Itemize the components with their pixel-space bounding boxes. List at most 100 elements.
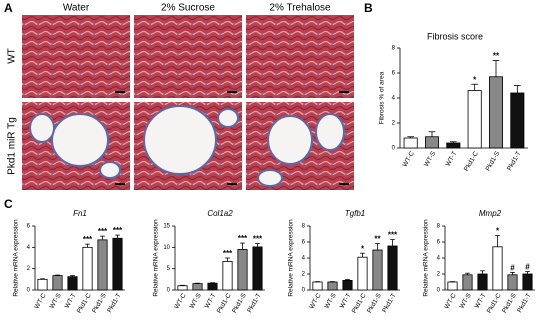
bar [403,137,418,149]
image [22,15,130,98]
x-tick-label: Pkd1-C [463,150,480,173]
chart-title: Fn1 [73,209,87,218]
significance-label: * [473,75,477,84]
bar [467,90,482,149]
significance-label: *** [113,226,123,235]
chart-title: Tgfb1 [345,209,365,218]
y-tick-label: 0 [302,288,306,294]
x-tick-label: WT-S [49,292,64,310]
y-tick-label: 2 [392,121,396,127]
bar [488,76,504,149]
bar [312,281,323,291]
bar [387,245,398,291]
bar [446,142,461,149]
bar [510,92,525,149]
x-tick-label: WT-S [423,150,438,168]
chart-title: Mmp2 [479,209,502,218]
bar [207,282,218,291]
cysts [29,105,345,187]
significance-label: # [525,263,530,272]
x-tick-label: WT-T [445,150,459,167]
x-tick-label: WT-C [33,292,48,310]
bar [177,285,188,291]
y-tick-label: 8 [302,224,306,230]
bar [67,276,78,291]
x-tick-label: WT-C [402,150,417,168]
bar [52,275,63,291]
significance-label: *** [83,235,93,244]
y-tick-label: 0 [437,288,441,294]
bar [37,278,48,291]
x-tick-label: Pkd1-T [246,292,263,314]
significance-label: *** [253,235,263,244]
significance-label: *** [98,227,108,236]
x-tick-label: WT-S [459,292,474,310]
y-tick-label: 2 [437,272,441,278]
x-tick-label: WT-T [64,292,78,309]
y-tick-label: 4 [437,256,441,262]
x-tick-label: Pkd1-T [516,292,533,314]
significance-label: # [510,264,515,273]
y-tick-label: 15 [163,224,170,230]
bar [462,274,473,291]
panel-label: B [364,1,373,15]
bar [252,246,263,291]
bar [372,249,383,291]
panel-label: C [4,197,13,211]
x-tick-label: Pkd1-T [381,292,398,314]
bar [342,279,353,291]
y-tick-label: 2 [302,272,306,278]
y-tick-label: 0 [167,288,171,294]
significance-label: *** [223,249,233,258]
y-axis-label: Relative mRNA expression [423,219,430,297]
significance-label: ** [374,235,381,244]
y-tick-label: 10 [163,245,170,251]
significance-label: * [496,227,500,236]
x-tick-label: WT-T [339,292,353,309]
chart-title: Col1a2 [207,209,233,218]
y-tick-label: 6 [437,240,441,246]
bar [112,237,123,291]
bar [97,239,108,291]
y-tick-label: 6 [27,224,31,230]
y-tick-label: 5 [167,266,171,272]
bar [357,256,368,291]
y-tick-label: 8 [392,46,396,52]
x-tick-label: WT-T [204,292,218,309]
panel-label: A [4,1,13,15]
y-tick-label: 0 [392,146,396,152]
y-axis-label: Fibrosis % of area [379,71,386,124]
y-tick-label: 2 [27,266,31,272]
y-axis-label: Relative mRNA expression [288,219,295,297]
column-header: 2% Sucrose [161,3,215,14]
y-axis-label: Relative mRNA expression [153,219,160,297]
y-tick-label: 0 [27,288,31,294]
y-tick-label: 8 [437,224,441,230]
x-tick-label: WT-S [324,292,339,310]
significance-label: *** [238,234,248,243]
chart-title: Fibrosis score [427,31,483,41]
bar [477,273,488,291]
x-tick-label: WT-C [308,292,323,310]
x-tick-label: WT-C [173,292,188,310]
column-header: Water [63,3,90,14]
bar [82,246,93,291]
bar [507,274,518,291]
histology-images [22,15,354,190]
bar [192,283,203,291]
x-tick-label: WT-S [189,292,204,310]
significance-label: ** [493,52,500,61]
row-label: Pkd1 miR Tg [7,117,18,175]
x-tick-label: Pkd1-T [506,150,523,172]
y-tick-label: 4 [27,245,31,251]
image [246,15,354,98]
x-tick-label: WT-C [443,292,458,310]
y-tick-label: 4 [302,256,306,262]
image [134,15,242,98]
scale-bars [115,91,349,185]
significance-label: * [361,244,365,253]
bar [424,136,440,149]
bar [237,249,248,291]
